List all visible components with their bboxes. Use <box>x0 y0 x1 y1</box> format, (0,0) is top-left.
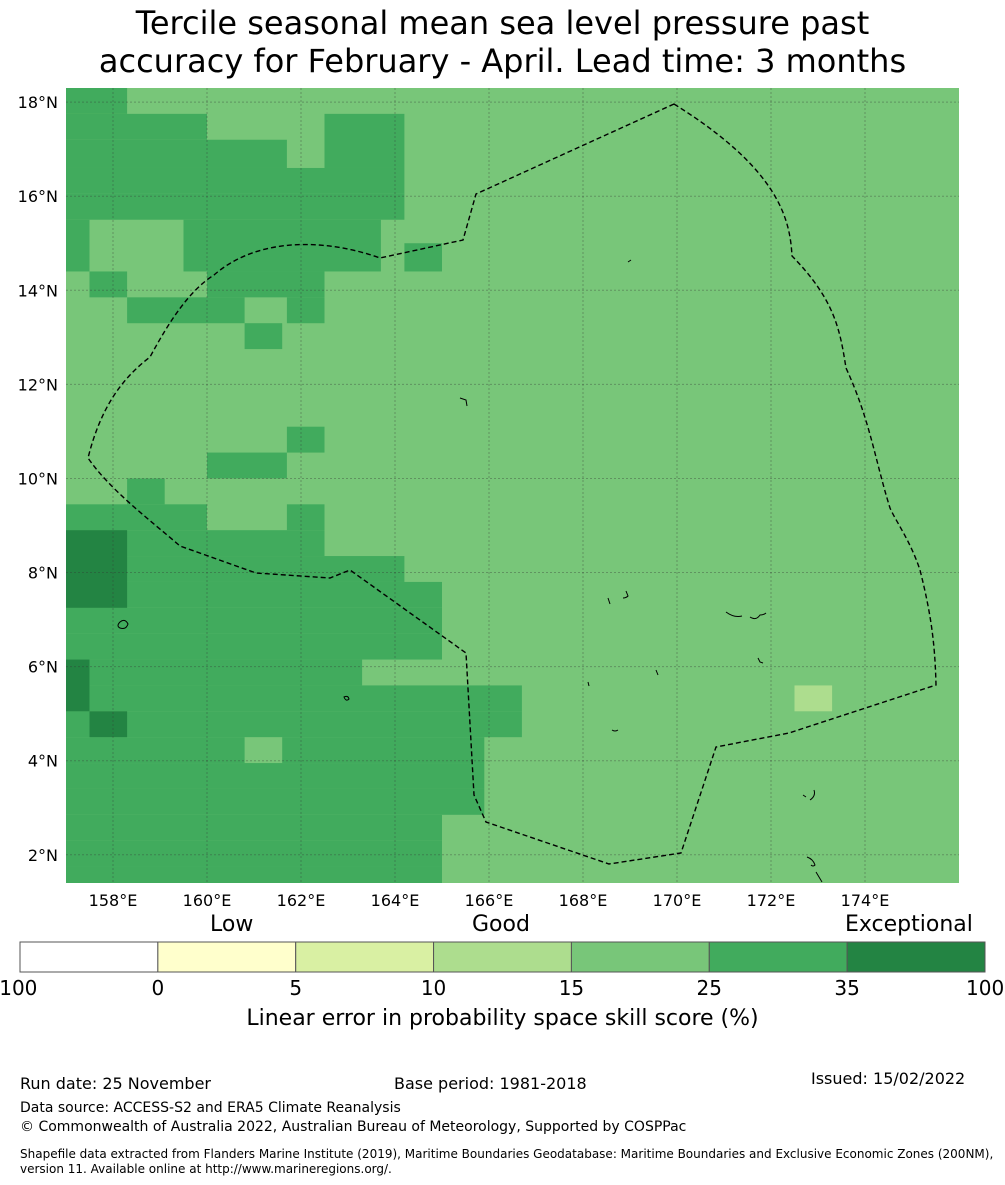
colorbar-segment <box>19 941 159 973</box>
base-period: Base period: 1981-2018 <box>394 1074 587 1093</box>
skill-cell <box>66 840 442 867</box>
skill-cell <box>66 219 90 272</box>
x-tick-label: 166°E <box>465 891 514 910</box>
y-tick-label: 10°N <box>18 469 58 488</box>
x-tick-label: 170°E <box>653 891 702 910</box>
skill-cell <box>66 88 128 114</box>
colorbar-tick-label: 35 <box>834 976 860 1000</box>
colorbar-tick-label: -100 <box>0 976 38 1000</box>
skill-cell <box>66 581 442 608</box>
x-tick-label: 174°E <box>841 891 890 910</box>
skill-cell <box>207 452 287 479</box>
skill-cell <box>66 788 485 815</box>
skill-cell <box>66 607 442 634</box>
colorbar-tick-label: 0 <box>151 976 165 1000</box>
copyright: © Commonwealth of Australia 2022, Austra… <box>20 1119 687 1135</box>
skill-grid <box>66 88 959 883</box>
skill-cell <box>89 711 128 738</box>
shapefile-credit: Shapefile data extracted from Flanders M… <box>20 1147 1000 1177</box>
island <box>607 590 629 605</box>
colorbar-label: Linear error in probability space skill … <box>246 1006 759 1031</box>
skill-cell <box>127 478 165 505</box>
graticule <box>66 88 959 883</box>
title-line-2: accuracy for February - April. Lead time… <box>98 42 907 80</box>
y-tick-label: 18°N <box>18 93 58 112</box>
skill-cell <box>66 659 90 712</box>
run-date: Run date: 25 November <box>20 1074 211 1093</box>
colorbar-segment <box>295 941 435 973</box>
y-tick-label: 16°N <box>18 187 58 206</box>
skill-cell <box>66 167 405 194</box>
skill-cell <box>66 866 442 883</box>
skill-cell <box>66 504 207 531</box>
skill-cell <box>66 685 522 712</box>
category-exceptional: Exceptional <box>845 912 973 937</box>
colorbar-tick-label: 25 <box>696 976 723 1000</box>
island <box>117 619 129 629</box>
island <box>802 789 815 801</box>
skill-cell <box>89 271 128 298</box>
colorbar-segment <box>157 941 297 973</box>
colorbar <box>19 941 986 973</box>
skill-cell <box>66 113 207 140</box>
x-tick-label: 160°E <box>183 891 232 910</box>
skill-cell <box>66 763 485 789</box>
eez-boundary <box>87 103 937 865</box>
category-low: Low <box>210 912 254 937</box>
island <box>587 669 659 732</box>
colorbar-tick-label: 5 <box>289 976 303 1000</box>
colorbar-segment <box>708 941 848 973</box>
island-outlines <box>117 259 823 883</box>
skill-cell <box>66 193 405 220</box>
x-tick-label: 164°E <box>371 891 420 910</box>
skill-cell <box>66 814 442 841</box>
skill-cell <box>286 426 325 453</box>
category-good: Good <box>472 912 530 937</box>
y-tick-label: 6°N <box>28 658 58 677</box>
colorbar-tick-label: 10 <box>420 976 447 1000</box>
colorbar-tick-label: 100 <box>966 976 1005 1000</box>
x-tick-label: 172°E <box>747 891 796 910</box>
colorbar-tick-label: 15 <box>558 976 585 1000</box>
skill-cell <box>324 113 405 168</box>
x-tick-label: 168°E <box>559 891 608 910</box>
y-tick-label: 2°N <box>28 846 58 865</box>
skill-cell <box>66 633 442 660</box>
skill-cell <box>286 297 325 324</box>
x-tick-label: 162°E <box>277 891 326 910</box>
map-figure: 158°E 160°E 162°E 164°E 166°E 168°E 170°E 172°E… <box>18 88 959 910</box>
skill-cell <box>66 659 363 686</box>
issued-date: Issued: 15/02/2022 <box>811 1069 966 1088</box>
island <box>725 611 767 620</box>
skill-cell <box>286 504 325 531</box>
skill-cell <box>244 323 283 350</box>
x-tick-labels: 158°E 160°E 162°E 164°E 166°E 168°E 170°E 172°E… <box>89 891 890 910</box>
skill-cell <box>794 685 833 712</box>
island <box>343 695 350 701</box>
skill-cell <box>404 243 442 272</box>
skill-cell <box>66 711 522 738</box>
data-source: Data source: ACCESS-S2 and ERA5 Climate … <box>20 1100 401 1116</box>
colorbar-segment <box>846 941 986 973</box>
y-tick-label: 8°N <box>28 564 58 583</box>
skill-cell <box>66 139 287 168</box>
x-tick-label: 158°E <box>89 891 138 910</box>
y-tick-label: 12°N <box>18 375 58 394</box>
skill-cell <box>207 271 325 298</box>
map-title: Tercile seasonal mean sea level pressure… <box>0 4 1005 80</box>
colorbar-segment <box>433 941 572 973</box>
shapefile-credit-line-2: version 11. Available online at http://w… <box>20 1162 392 1176</box>
y-tick-label: 4°N <box>28 752 58 771</box>
skill-cell <box>66 530 128 608</box>
skill-cell <box>244 737 283 764</box>
shapefile-credit-line-1: Shapefile data extracted from Flanders M… <box>20 1147 994 1161</box>
title-line-1: Tercile seasonal mean sea level pressure… <box>135 4 870 42</box>
island <box>806 856 823 883</box>
y-tick-labels: 18°N 16°N 14°N 12°N 10°N 8°N 6°N 4°N 2°N <box>18 93 58 865</box>
y-tick-label: 14°N <box>18 281 58 300</box>
island <box>459 259 764 664</box>
colorbar-segment <box>570 941 710 973</box>
